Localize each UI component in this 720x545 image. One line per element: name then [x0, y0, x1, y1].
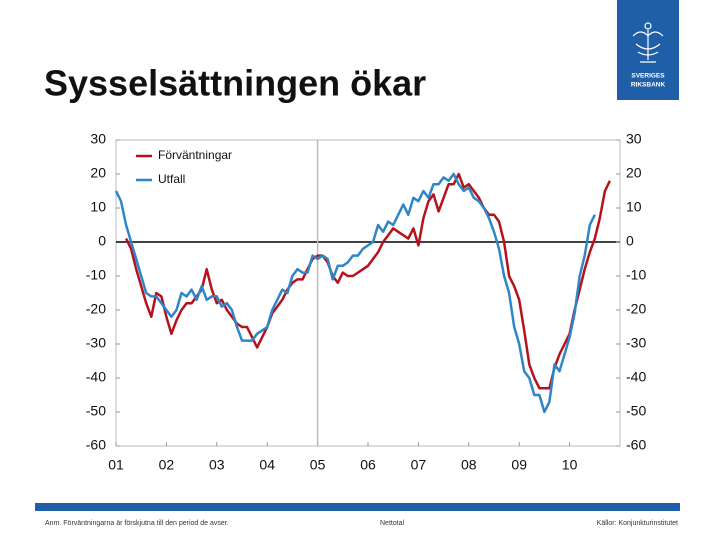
x-tick-label: 08 — [461, 457, 477, 473]
y2-tick-label: -20 — [626, 301, 646, 317]
x-tick-label: 01 — [108, 457, 124, 473]
x-tick-label: 02 — [159, 457, 175, 473]
logo-crest — [632, 22, 664, 63]
y2-tick-label: -50 — [626, 403, 646, 419]
series-line — [124, 172, 612, 390]
x-tick-label: 09 — [511, 457, 527, 473]
footer-bar — [35, 503, 680, 511]
y2-tick-label: 0 — [626, 233, 634, 249]
y2-tick-label: 30 — [626, 131, 642, 147]
footer-source: Källor: Konjunkturinstitutet — [597, 520, 678, 527]
x-tick-label: 03 — [209, 457, 225, 473]
y-tick-label: 0 — [98, 233, 106, 249]
y-tick-label: -20 — [86, 301, 106, 317]
y-tick-label: -40 — [86, 369, 106, 385]
x-tick-label: 06 — [360, 457, 376, 473]
footer-note: Anm. Förväntningarna är förskjutna till … — [45, 520, 229, 527]
y-tick-label: -10 — [86, 267, 106, 283]
x-tick-label: 10 — [562, 457, 578, 473]
y-tick-label: -30 — [86, 335, 106, 351]
x-tick-label: 05 — [310, 457, 326, 473]
x-tick-label: 07 — [411, 457, 427, 473]
y-tick-label: -60 — [86, 437, 106, 453]
y2-tick-label: 20 — [626, 165, 642, 181]
legend-label: Förväntningar — [158, 148, 232, 162]
legend-box — [122, 144, 240, 194]
series-line — [114, 172, 596, 414]
y2-tick-label: -40 — [626, 369, 646, 385]
slide-title: Sysselsättningen ökar — [44, 63, 426, 104]
legend-label: Utfall — [158, 172, 185, 186]
y2-tick-label: -30 — [626, 335, 646, 351]
y-tick-label: 30 — [90, 131, 106, 147]
x-tick-label: 04 — [259, 457, 275, 473]
y2-tick-label: -10 — [626, 267, 646, 283]
y2-tick-label: -60 — [626, 437, 646, 453]
logo-text: RIKSBANK — [631, 82, 666, 89]
logo-text: SVERIGES — [631, 73, 665, 80]
y-tick-label: 10 — [90, 199, 106, 215]
y2-tick-label: 10 — [626, 199, 642, 215]
y-tick-label: -50 — [86, 403, 106, 419]
y-tick-label: 20 — [90, 165, 106, 181]
footer-unit: Nettotal — [380, 520, 405, 527]
